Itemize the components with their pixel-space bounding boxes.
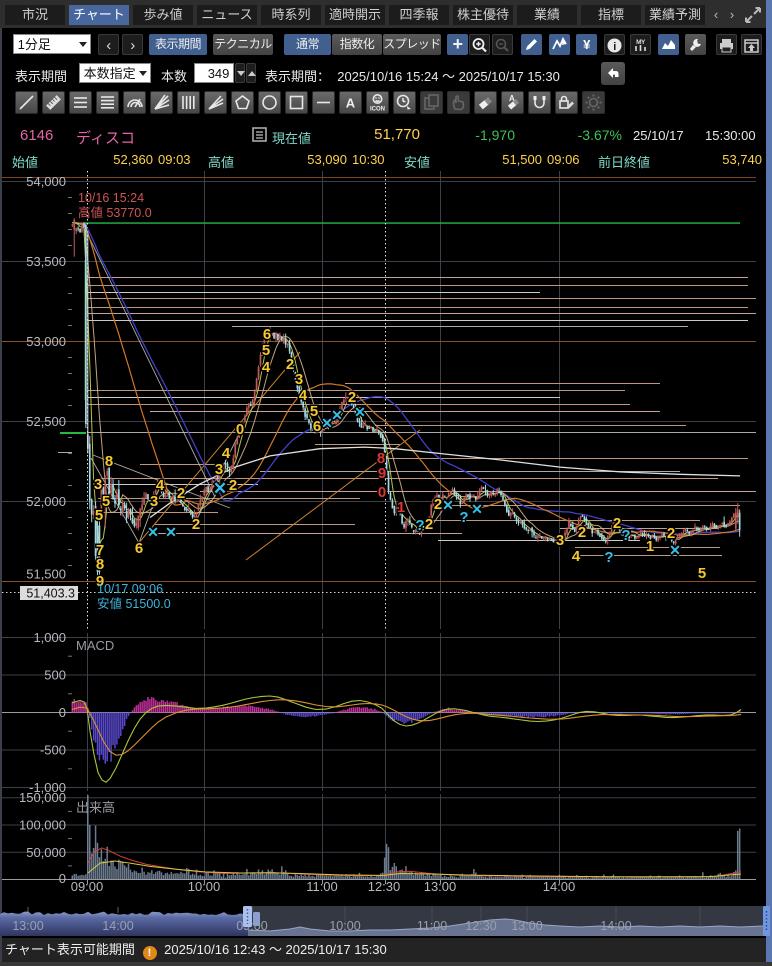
svg-text:6: 6 [313, 418, 321, 435]
svg-text:✕: ✕ [321, 415, 333, 431]
svg-text:¥: ¥ [583, 37, 591, 52]
svg-text:2: 2 [229, 477, 237, 494]
svg-text:2: 2 [667, 525, 675, 542]
svg-text:10:00: 10:00 [188, 879, 221, 894]
svg-text:150,000: 150,000 [19, 790, 66, 805]
svg-text:✕: ✕ [354, 404, 366, 420]
svg-text:2: 2 [192, 516, 200, 533]
svg-text:✕: ✕ [669, 542, 681, 558]
svg-text:2: 2 [348, 389, 356, 406]
svg-text:0: 0 [59, 871, 66, 886]
svg-text:✕: ✕ [165, 524, 177, 540]
svg-text:53,500: 53,500 [26, 254, 66, 269]
svg-text:2: 2 [286, 356, 294, 373]
svg-text:0: 0 [236, 421, 244, 438]
svg-text:MY: MY [636, 39, 646, 46]
svg-text:高値 53770.0: 高値 53770.0 [78, 205, 152, 220]
svg-text:✕: ✕ [147, 524, 159, 540]
svg-text:1: 1 [397, 499, 405, 516]
svg-text:✕: ✕ [331, 407, 343, 423]
svg-text:51,403.3: 51,403.3 [26, 587, 75, 601]
svg-text:14:00: 14:00 [543, 879, 576, 894]
svg-text:4: 4 [299, 387, 308, 404]
svg-text:-500: -500 [40, 743, 66, 758]
svg-text:1: 1 [646, 538, 654, 555]
svg-text:52,500: 52,500 [26, 414, 66, 429]
svg-text:9: 9 [96, 573, 104, 590]
svg-text:出来高: 出来高 [76, 800, 115, 815]
svg-text:50,000: 50,000 [26, 845, 66, 860]
svg-text:5: 5 [102, 493, 110, 510]
svg-text:500: 500 [44, 668, 66, 683]
svg-text:14:00: 14:00 [102, 919, 133, 933]
svg-text:i: i [613, 41, 616, 53]
svg-text:52,000: 52,000 [26, 494, 66, 509]
svg-text:MACD: MACD [76, 638, 114, 653]
svg-text:51,500: 51,500 [26, 567, 66, 582]
svg-text:13:00: 13:00 [424, 879, 457, 894]
svg-text:8: 8 [96, 556, 104, 573]
svg-text:10/17 09:06: 10/17 09:06 [97, 582, 163, 596]
svg-text:✕: ✕ [213, 479, 227, 498]
svg-text:✕: ✕ [471, 501, 483, 517]
svg-text:A: A [346, 96, 356, 111]
svg-text:12:30: 12:30 [465, 919, 496, 933]
svg-text:4: 4 [262, 359, 271, 376]
svg-text:?: ? [415, 517, 424, 534]
svg-text:A: A [509, 94, 515, 103]
svg-text:ICON: ICON [370, 107, 385, 113]
svg-text:?: ? [621, 527, 630, 544]
svg-text:6: 6 [135, 540, 143, 557]
svg-text:-1,000: -1,000 [29, 780, 66, 795]
svg-text:4: 4 [222, 445, 231, 462]
svg-text:7: 7 [96, 542, 104, 559]
svg-text:3: 3 [215, 461, 223, 478]
svg-text:8: 8 [377, 450, 385, 467]
svg-text:2: 2 [613, 515, 621, 532]
svg-text:1,000: 1,000 [33, 630, 66, 645]
svg-text:3: 3 [94, 476, 102, 493]
svg-text:2: 2 [425, 516, 433, 533]
svg-text:3: 3 [556, 532, 564, 549]
svg-text:14:00: 14:00 [600, 919, 631, 933]
svg-text:安値 51500.0: 安値 51500.0 [97, 596, 171, 611]
svg-text:5: 5 [310, 403, 318, 420]
svg-text:53,000: 53,000 [26, 334, 66, 349]
svg-text:5: 5 [262, 342, 270, 359]
svg-text:2: 2 [578, 524, 586, 541]
svg-text:12:30: 12:30 [368, 879, 401, 894]
svg-text:10:00: 10:00 [329, 919, 360, 933]
svg-text:2: 2 [177, 485, 185, 502]
svg-text:5: 5 [95, 507, 103, 524]
svg-text:4: 4 [156, 477, 165, 494]
svg-text:6: 6 [263, 326, 271, 343]
svg-text:100,000: 100,000 [19, 818, 66, 833]
svg-text:09:00: 09:00 [236, 919, 267, 933]
svg-text:10/16 15:24: 10/16 15:24 [78, 191, 144, 205]
svg-text:11:00: 11:00 [417, 919, 447, 933]
svg-text:09:00: 09:00 [71, 879, 104, 894]
svg-text:11:00: 11:00 [306, 879, 338, 894]
svg-text:5: 5 [698, 565, 706, 582]
svg-text:3: 3 [295, 371, 303, 388]
svg-text:13:00: 13:00 [511, 919, 542, 933]
svg-text:3: 3 [150, 493, 158, 510]
svg-text:?: ? [459, 509, 468, 526]
svg-text:8: 8 [105, 453, 113, 470]
svg-text:2: 2 [434, 496, 442, 513]
svg-text:13:00: 13:00 [12, 919, 43, 933]
svg-text:✕: ✕ [442, 497, 454, 513]
svg-text:?: ? [604, 549, 613, 566]
svg-text:54,000: 54,000 [26, 174, 66, 189]
svg-text:0: 0 [378, 484, 386, 501]
svg-text:9: 9 [378, 465, 386, 482]
svg-text:4: 4 [572, 548, 581, 565]
svg-text:0: 0 [59, 705, 66, 720]
